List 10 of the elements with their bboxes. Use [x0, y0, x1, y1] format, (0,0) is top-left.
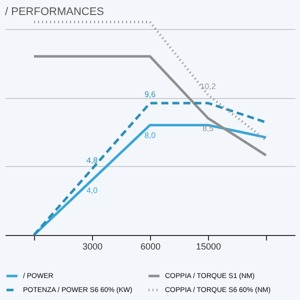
data-label: 8,5: [202, 124, 214, 134]
chart-title: / PERFORMANCES: [5, 6, 104, 18]
x-tick-label: 15000: [196, 242, 222, 252]
x-tick-label: 6000: [140, 242, 161, 252]
x-tick-label: 3000: [82, 242, 103, 252]
data-label: 4,8: [86, 156, 98, 166]
data-label: 8,0: [144, 131, 156, 140]
data-label: 9,6: [144, 90, 156, 100]
data-label: 4,0: [86, 186, 98, 196]
data-label: 10,2: [200, 82, 216, 91]
